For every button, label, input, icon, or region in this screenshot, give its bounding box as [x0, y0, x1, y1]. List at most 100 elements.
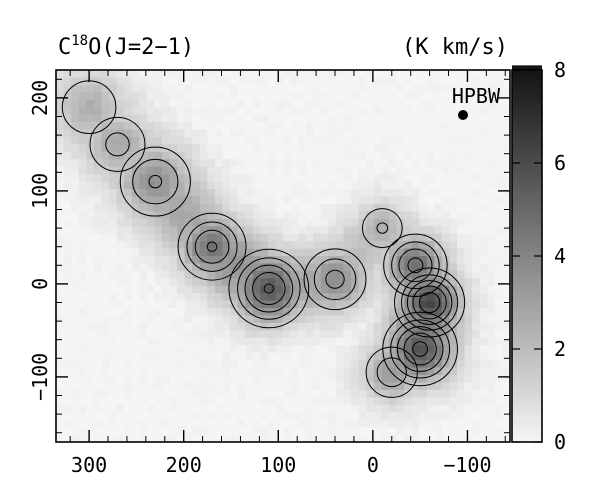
intensity-pixel [192, 136, 201, 145]
intensity-pixel [169, 129, 178, 138]
intensity-pixel [237, 375, 246, 383]
intensity-pixel [305, 352, 314, 361]
intensity-pixel [267, 434, 276, 443]
intensity-pixel [161, 84, 170, 93]
intensity-pixel [93, 151, 102, 160]
intensity-pixel [139, 412, 148, 420]
intensity-pixel [222, 404, 231, 413]
intensity-pixel [237, 218, 246, 227]
intensity-pixel [116, 375, 125, 383]
intensity-pixel [487, 397, 496, 406]
intensity-pixel [373, 382, 382, 391]
intensity-pixel [464, 70, 473, 78]
intensity-pixel [335, 114, 344, 123]
intensity-pixel [494, 345, 503, 354]
intensity-pixel [283, 196, 291, 205]
intensity-pixel [214, 382, 223, 391]
intensity-pixel [290, 70, 299, 78]
intensity-pixel [411, 345, 420, 354]
colorbar-cell [512, 218, 542, 224]
intensity-pixel [63, 114, 72, 123]
intensity-pixel [260, 382, 269, 391]
intensity-pixel [237, 136, 246, 145]
intensity-pixel [207, 99, 216, 108]
intensity-pixel [245, 159, 254, 168]
intensity-pixel [56, 233, 64, 242]
intensity-pixel [335, 345, 344, 354]
intensity-pixel [252, 77, 261, 86]
colorbar-cell [512, 418, 542, 424]
intensity-pixel [116, 352, 125, 361]
intensity-pixel [230, 256, 238, 264]
intensity-pixel [396, 427, 405, 435]
intensity-pixel [411, 300, 420, 309]
intensity-pixel [305, 77, 314, 86]
intensity-pixel [267, 77, 276, 86]
intensity-pixel [71, 241, 79, 249]
intensity-pixel [426, 166, 435, 175]
intensity-pixel [177, 114, 185, 123]
intensity-pixel [320, 122, 329, 130]
intensity-pixel [192, 352, 201, 361]
intensity-pixel [124, 203, 132, 212]
intensity-pixel [154, 151, 163, 160]
intensity-pixel [434, 181, 443, 190]
intensity-pixel [305, 308, 314, 316]
intensity-pixel [351, 122, 359, 130]
intensity-pixel [320, 189, 329, 197]
intensity-pixel [426, 337, 435, 346]
intensity-pixel [434, 166, 443, 175]
intensity-pixel [283, 270, 291, 279]
intensity-pixel [411, 92, 420, 101]
intensity-pixel [358, 122, 367, 130]
intensity-pixel [320, 352, 329, 361]
intensity-pixel [199, 136, 208, 145]
intensity-pixel [502, 70, 511, 78]
intensity-pixel [252, 70, 261, 78]
intensity-pixel [56, 159, 64, 168]
intensity-pixel [494, 285, 503, 294]
intensity-pixel [161, 285, 170, 294]
intensity-pixel [502, 174, 511, 182]
intensity-pixel [93, 270, 102, 279]
intensity-pixel [260, 389, 269, 398]
intensity-pixel [116, 99, 125, 108]
contour-ring [412, 285, 447, 320]
intensity-pixel [457, 84, 465, 93]
contour-ring [376, 357, 407, 388]
intensity-pixel [343, 151, 352, 160]
intensity-pixel [71, 345, 79, 354]
intensity-pixel [449, 181, 458, 190]
intensity-pixel [131, 248, 140, 257]
intensity-pixel [245, 300, 254, 309]
intensity-pixel [373, 360, 382, 368]
intensity-pixel [396, 174, 405, 182]
intensity-pixel [101, 166, 110, 175]
intensity-pixel [207, 278, 216, 287]
intensity-pixel [169, 404, 178, 413]
intensity-pixel [388, 114, 397, 123]
intensity-pixel [426, 129, 435, 138]
intensity-pixel [441, 84, 450, 93]
intensity-pixel [275, 174, 284, 182]
intensity-pixel [411, 248, 420, 257]
intensity-pixel [283, 308, 291, 316]
intensity-pixel [192, 166, 201, 175]
intensity-pixel [214, 397, 223, 406]
intensity-pixel [411, 404, 420, 413]
intensity-pixel [230, 397, 238, 406]
intensity-pixel [419, 181, 428, 190]
intensity-pixel [275, 92, 284, 101]
intensity-pixel [177, 189, 185, 197]
intensity-pixel [320, 114, 329, 123]
intensity-pixel [139, 181, 148, 190]
intensity-pixel [146, 196, 155, 205]
intensity-pixel [252, 226, 261, 234]
intensity-pixel [457, 233, 465, 242]
intensity-pixel [487, 345, 496, 354]
intensity-pixel [358, 389, 367, 398]
intensity-pixel [396, 397, 405, 406]
intensity-pixel [313, 99, 322, 108]
intensity-pixel [298, 241, 306, 249]
colorbar-cell [512, 107, 542, 113]
